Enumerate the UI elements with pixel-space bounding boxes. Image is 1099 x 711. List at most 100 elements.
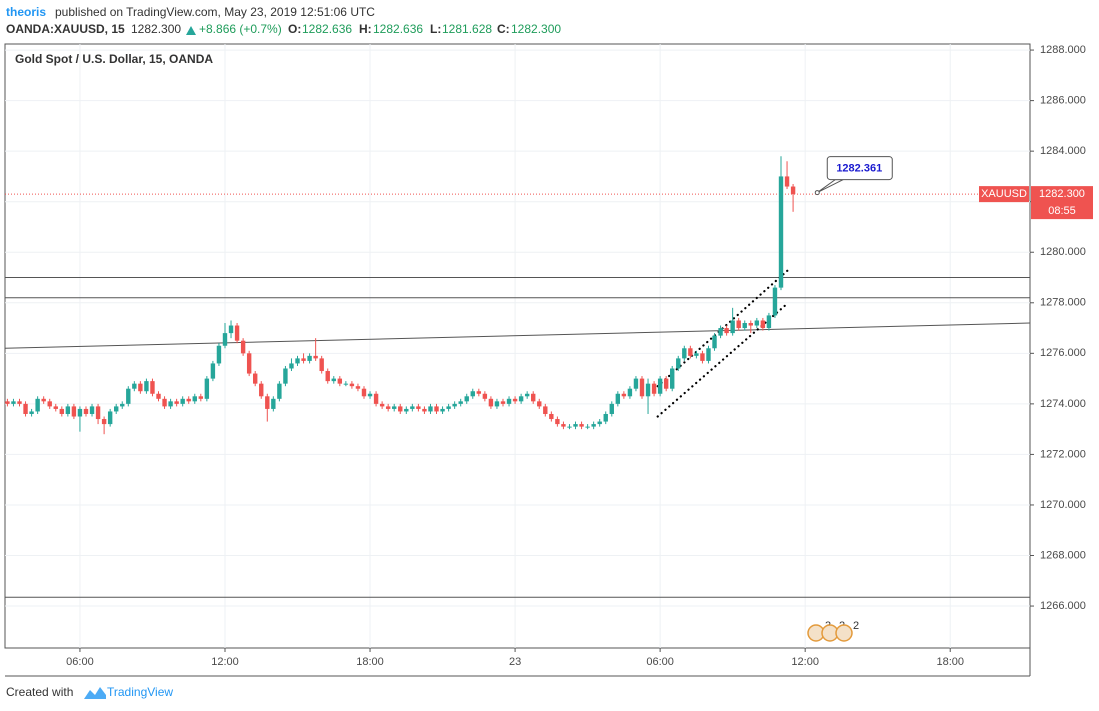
candle-body	[476, 391, 482, 394]
candle-body	[126, 388, 131, 404]
x-tick-label: 18:00	[936, 656, 964, 668]
y-tick-label: 1284.000	[1040, 145, 1086, 157]
candle-body	[198, 396, 204, 399]
candle-body	[633, 378, 639, 389]
candle-body	[754, 320, 760, 326]
candle-body	[114, 406, 119, 412]
candle-body	[319, 358, 324, 372]
candle-body	[398, 406, 403, 412]
candles	[5, 156, 796, 435]
candle-body	[500, 401, 506, 404]
candle-body	[531, 393, 536, 402]
candle-body	[253, 373, 258, 384]
candle-body	[120, 403, 125, 407]
low: 1281.628	[442, 22, 492, 36]
callout-box	[826, 156, 893, 181]
candle-body	[621, 393, 627, 397]
close: 1282.300	[511, 22, 561, 36]
grid: 1266.000 1268.000 1270.000 1272.000 1274.000…	[5, 44, 1086, 668]
candle-body	[180, 398, 185, 404]
candle-body	[730, 320, 735, 334]
candle-body	[742, 323, 747, 329]
candle-body	[23, 403, 28, 414]
x-tick-label: 06:00	[66, 656, 94, 668]
candle-body	[627, 388, 633, 397]
candle-body	[772, 287, 778, 316]
candle-body	[639, 378, 645, 397]
candle-body	[645, 383, 651, 397]
candle-body	[295, 358, 300, 364]
candle-body	[101, 419, 107, 425]
candle-body	[670, 368, 675, 389]
candle-body	[313, 355, 318, 359]
candle-body	[222, 333, 228, 346]
change: +8.866 (+0.7%)	[199, 22, 282, 36]
drawings	[4, 193, 1031, 598]
symbol-badge-text: XAUUSD	[981, 188, 1027, 200]
candle-body	[422, 408, 427, 412]
y-tick-label: 1276.000	[1040, 347, 1086, 359]
open: 1282.636	[302, 22, 352, 36]
candle-body	[404, 408, 409, 412]
candle-body	[748, 323, 753, 326]
candle-body	[766, 315, 772, 329]
candle-body	[41, 398, 46, 402]
candle-body	[718, 328, 723, 336]
x-tick-label: 06:00	[646, 656, 674, 668]
candle-body	[150, 381, 155, 394]
trend-line	[4, 322, 1031, 349]
event-count: 2	[853, 620, 859, 632]
candle-body	[265, 396, 270, 409]
up-arrow	[186, 26, 196, 35]
callout-text: 1282.361	[836, 162, 882, 174]
candle-body	[186, 398, 191, 402]
candle-body	[543, 406, 548, 414]
candle-body	[162, 398, 167, 407]
symbol-badge	[979, 186, 1029, 203]
candle-body	[488, 398, 494, 407]
candle-body	[325, 371, 330, 382]
candle-body	[83, 408, 89, 414]
candle-body	[416, 406, 421, 409]
candle-body	[724, 328, 729, 334]
callout-anchor	[814, 190, 820, 196]
candle-body	[615, 393, 621, 404]
candle-body	[410, 406, 415, 409]
candle-body	[452, 403, 457, 407]
candle-body	[89, 406, 95, 414]
y-tick-label: 1266.000	[1040, 600, 1086, 612]
x-tick-label: 12:00	[791, 656, 819, 668]
candle-body	[561, 424, 566, 427]
candle-body	[204, 378, 210, 399]
candle-body	[271, 398, 276, 409]
candle-body	[428, 406, 433, 412]
y-tick-label: 1286.000	[1040, 95, 1086, 107]
created-with: Created with	[6, 685, 73, 699]
candle-body	[107, 411, 113, 425]
candle-body	[512, 398, 518, 402]
x-tick-label: 23	[509, 656, 521, 668]
candle-body	[361, 388, 367, 397]
candle-body	[676, 358, 681, 369]
candle-body	[688, 348, 693, 356]
candle-body	[144, 381, 149, 392]
high-label: H:	[359, 22, 372, 36]
y-tick-label: 1280.000	[1040, 246, 1086, 258]
candle-body	[700, 353, 705, 361]
candle-body	[790, 186, 796, 195]
candle-body	[379, 403, 385, 407]
author[interactable]: theoris	[6, 5, 46, 19]
brand[interactable]: TradingView	[107, 685, 173, 699]
candle-body	[337, 378, 343, 384]
candle-body	[784, 176, 790, 187]
candle-body	[289, 363, 294, 369]
candle-body	[259, 383, 264, 397]
channel-line	[656, 301, 790, 418]
high: 1282.636	[373, 22, 423, 36]
countdown: 08:55	[1048, 205, 1076, 217]
candle-body	[343, 383, 349, 385]
candle-body	[228, 325, 234, 334]
candle-body	[518, 396, 524, 402]
candle-body	[307, 355, 312, 361]
